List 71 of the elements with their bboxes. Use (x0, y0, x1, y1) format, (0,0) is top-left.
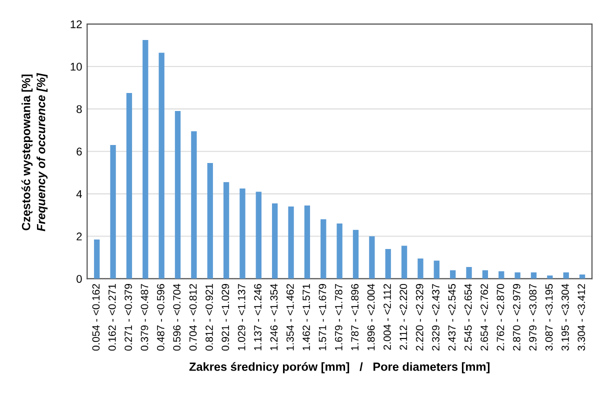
x-tick-label: 2.004 - <2.112 (384, 284, 391, 350)
bar (320, 219, 326, 279)
bar (94, 239, 100, 279)
bar (352, 230, 359, 279)
y-tick-label: 12 (70, 20, 82, 28)
x-tick-label: 1.462 - <1.571 (302, 284, 310, 350)
x-tick-label: 3.195 - <3.304 (562, 284, 569, 351)
x-axis-title: Zakres średnicy porów [mm] / Pore diameters [mm] (189, 362, 490, 374)
y-tick-label: 8 (76, 105, 82, 114)
x-tick-label: 1.787 - <1.896 (351, 284, 359, 350)
x-tick-label: 2.545 - <2.654 (464, 284, 472, 350)
x-tick-label: 2.329 - <2.437 (432, 284, 440, 350)
x-tick-label: 0.921 - <1.029 (222, 284, 230, 351)
bar (466, 267, 472, 279)
bar (418, 258, 424, 279)
x-tick-label: 2.870 - <2.979 (512, 284, 520, 350)
x-tick-label: 0.812 - <0.921 (206, 284, 213, 351)
x-tick-label: 2.762 - <2.870 (496, 284, 504, 350)
x-tick-label: 1.354 - <1.462 (286, 284, 294, 350)
x-tick-label: 2.220 - <2.329 (416, 284, 424, 350)
x-tick-label: 0.162 - <0.271 (108, 284, 116, 351)
x-tick-label: 0.487 - <0.596 (156, 284, 164, 351)
x-tick-label: 2.112 - <2.220 (400, 284, 408, 350)
x-tick-label: 1.246 - <1.354 (270, 284, 278, 350)
bar (304, 205, 310, 279)
x-tick-label: 0.704 - <0.812 (189, 284, 197, 351)
bar (191, 131, 197, 279)
x-tick-label: 2.979 - <3.087 (529, 284, 537, 350)
bar (482, 270, 488, 279)
bar (207, 163, 213, 279)
bar (288, 206, 294, 279)
bar (272, 203, 278, 279)
bar (174, 111, 181, 279)
x-tick-label: 2.654 - <2.762 (480, 284, 488, 350)
bar (434, 260, 440, 279)
y-tick-label: 4 (76, 190, 82, 198)
x-tick-label: 1.896 - <2.004 (367, 284, 375, 350)
bar (498, 271, 504, 279)
x-tick-label: 1.679 - <1.787 (334, 284, 342, 350)
bar (514, 272, 520, 279)
bar (530, 272, 537, 279)
bar (579, 274, 586, 279)
bar (369, 236, 375, 279)
y-tick-label: 0 (76, 274, 82, 283)
x-tick-label: 0.271 - <0.379 (124, 284, 132, 351)
y-tick-label: 2 (76, 232, 82, 240)
x-tick-label: 1.137 - <1.246 (254, 284, 262, 350)
bar (240, 188, 246, 279)
y-tick-label: 10 (70, 62, 82, 71)
bar (256, 192, 262, 279)
x-tick-label: 1.029 - <1.137 (238, 284, 246, 350)
x-tick-label: 2.437 - <2.545 (448, 284, 456, 350)
x-tick-label: 0.054 - <0.162 (92, 284, 100, 351)
y-tick-label: 6 (76, 148, 82, 156)
bar (126, 93, 132, 279)
bar (110, 145, 116, 279)
x-tick-label: 0.379 - <0.487 (140, 284, 148, 351)
bar (401, 246, 408, 279)
x-tick-label: 3.304 - <3.412 (578, 284, 586, 351)
bar (142, 40, 148, 279)
bar (450, 270, 456, 279)
x-tick-label: 3.087 - <3.195 (545, 284, 553, 351)
bar (336, 224, 342, 279)
y-axis-title: Częstość występowania [%] Frequency of occurence [%] (21, 73, 48, 232)
bar (158, 52, 164, 279)
bar (223, 182, 230, 279)
bar (563, 272, 569, 279)
bar (547, 276, 553, 279)
x-tick-label: 0.596 - <0.704 (173, 284, 181, 351)
x-tick-label: 1.571 - <1.679 (318, 284, 326, 350)
bar (385, 248, 391, 279)
